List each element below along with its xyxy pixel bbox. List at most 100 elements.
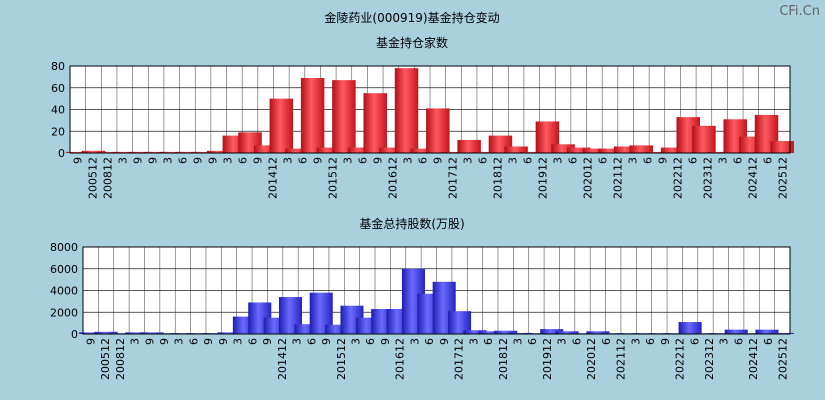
chart2-bar	[94, 331, 118, 334]
chart1-xtick-label: 202412	[747, 157, 760, 199]
chart1-bar	[457, 139, 481, 153]
chart1-bar	[191, 151, 215, 153]
chart1-bar	[598, 148, 622, 153]
chart1-xtick-label: 3	[507, 157, 520, 164]
chart1-xtick-label: 3	[402, 157, 415, 164]
chart1-ytick-label: 0	[58, 147, 65, 160]
chart2-bar	[140, 332, 164, 334]
chart1-bar	[285, 148, 309, 153]
chart1-xtick-label: 6	[237, 157, 250, 164]
chart2-xtick-label: 201612	[394, 338, 407, 380]
chart2-xtick-label: 9	[84, 338, 97, 345]
chart2-ytick-label: 8000	[50, 241, 78, 254]
chart1-xtick-label: 9	[132, 157, 145, 164]
chart1-bar	[551, 144, 575, 153]
chart2-xtick-label: 201512	[335, 338, 348, 380]
chart1-bar	[692, 125, 716, 153]
chart1-xtick-label: 6	[687, 157, 700, 164]
chart1-xtick-label: 3	[117, 157, 130, 164]
chart2-bar	[678, 322, 702, 334]
chart1-xtick-label: 3	[282, 157, 295, 164]
chart2-xtick-label: 3	[129, 338, 142, 345]
chart1-xtick-label: 6	[177, 157, 190, 164]
chart2-bar	[125, 332, 149, 334]
chart1-bar	[660, 147, 685, 153]
chart1-xtick-label: 9	[207, 157, 220, 164]
chart2-xtick-label: 200812	[114, 338, 127, 380]
chart1-xtick-label: 3	[222, 157, 235, 164]
watermark: CFi.Cn	[779, 4, 820, 19]
chart1-xtick-label: 201412	[267, 157, 280, 199]
chart2-xtick-label: 201912	[541, 338, 554, 380]
chart1-bar	[66, 151, 90, 153]
chart2-xtick-label: 3	[629, 338, 642, 345]
chart2-xtick-label: 202512	[777, 338, 790, 380]
chart2-xtick-label: 6	[423, 338, 436, 345]
chart1-xtick-label: 3	[162, 157, 175, 164]
chart2-plot-border	[82, 246, 791, 335]
chart1-bar	[770, 141, 794, 153]
chart2-bar	[448, 311, 472, 334]
chart1-xtick-label: 6	[597, 157, 610, 164]
chart1-bar	[363, 93, 387, 153]
chart1-bar	[504, 146, 528, 153]
chart2-bar	[494, 330, 518, 334]
chart1-bar	[206, 150, 231, 153]
chart1-xtick-label: 9	[312, 157, 325, 164]
chart2-xtick-label: 9	[659, 338, 672, 345]
chart2-xtick-label: 9	[158, 338, 171, 345]
chart1-bar	[473, 151, 497, 153]
chart1-xtick-label: 3	[627, 157, 640, 164]
chart1-xtick-label: 201512	[327, 157, 340, 199]
chart2-xtick-label: 200512	[99, 338, 112, 380]
chart2-ytick-label: 4000	[50, 285, 78, 298]
chart1-xtick-label: 202212	[672, 157, 685, 199]
chart1-xtick-label: 202512	[777, 157, 790, 199]
chart1-bar	[97, 151, 121, 153]
chart1-bar	[253, 145, 278, 153]
chart1-xtick-label: 9	[252, 157, 265, 164]
chart1-bar	[394, 68, 419, 153]
chart2-xtick-label: 3	[349, 338, 362, 345]
chart1-bar	[645, 151, 669, 153]
chart1-xtick-label: 6	[642, 157, 655, 164]
chart2-xtick-label: 6	[644, 338, 657, 345]
chart1-bar	[629, 145, 654, 153]
chart2-bar	[540, 329, 564, 334]
chart1-bar	[316, 147, 340, 153]
chart2-bar	[325, 324, 349, 334]
chart1-xtick-label: 6	[297, 157, 310, 164]
chart2-xtick-label: 202312	[703, 338, 716, 380]
chart1-xtick-label: 9	[432, 157, 445, 164]
chart2-bar	[463, 330, 487, 334]
chart1-xtick-label: 202312	[702, 157, 715, 199]
chart2-xtick-label: 9	[379, 338, 392, 345]
chart1-bar	[81, 150, 106, 153]
chart2-xtick-label: 9	[143, 338, 156, 345]
chart1-bar	[128, 151, 153, 153]
chart2-xtick-label: 6	[187, 338, 200, 345]
chart2-xtick-label: 6	[305, 338, 318, 345]
chart1-xtick-label: 9	[192, 157, 205, 164]
chart2-xtick-label: 202412	[747, 338, 760, 380]
chart1-bar	[300, 77, 325, 153]
chart1-bar	[347, 147, 372, 153]
chart1-xtick-label: 6	[567, 157, 580, 164]
chart2-bar	[217, 332, 241, 334]
chart2-xtick-label: 9	[202, 338, 215, 345]
chart1-xtick-label: 3	[462, 157, 475, 164]
chart1-bar	[520, 151, 544, 153]
chart1-xtick-label: 3	[552, 157, 565, 164]
chart1-xtick-label: 200512	[87, 157, 100, 199]
chart1-xtick-label: 3	[342, 157, 355, 164]
chart2-bar	[770, 332, 794, 334]
chart2-ytick-label: 6000	[50, 263, 78, 276]
chart2-xtick-label: 6	[570, 338, 583, 345]
chart1-bar	[707, 151, 732, 153]
chart1-xtick-label: 201912	[537, 157, 550, 199]
chart1-ytick-label: 60	[51, 82, 65, 95]
chart2-xtick-label: 3	[718, 338, 731, 345]
chart2-xtick-label: 3	[291, 338, 304, 345]
